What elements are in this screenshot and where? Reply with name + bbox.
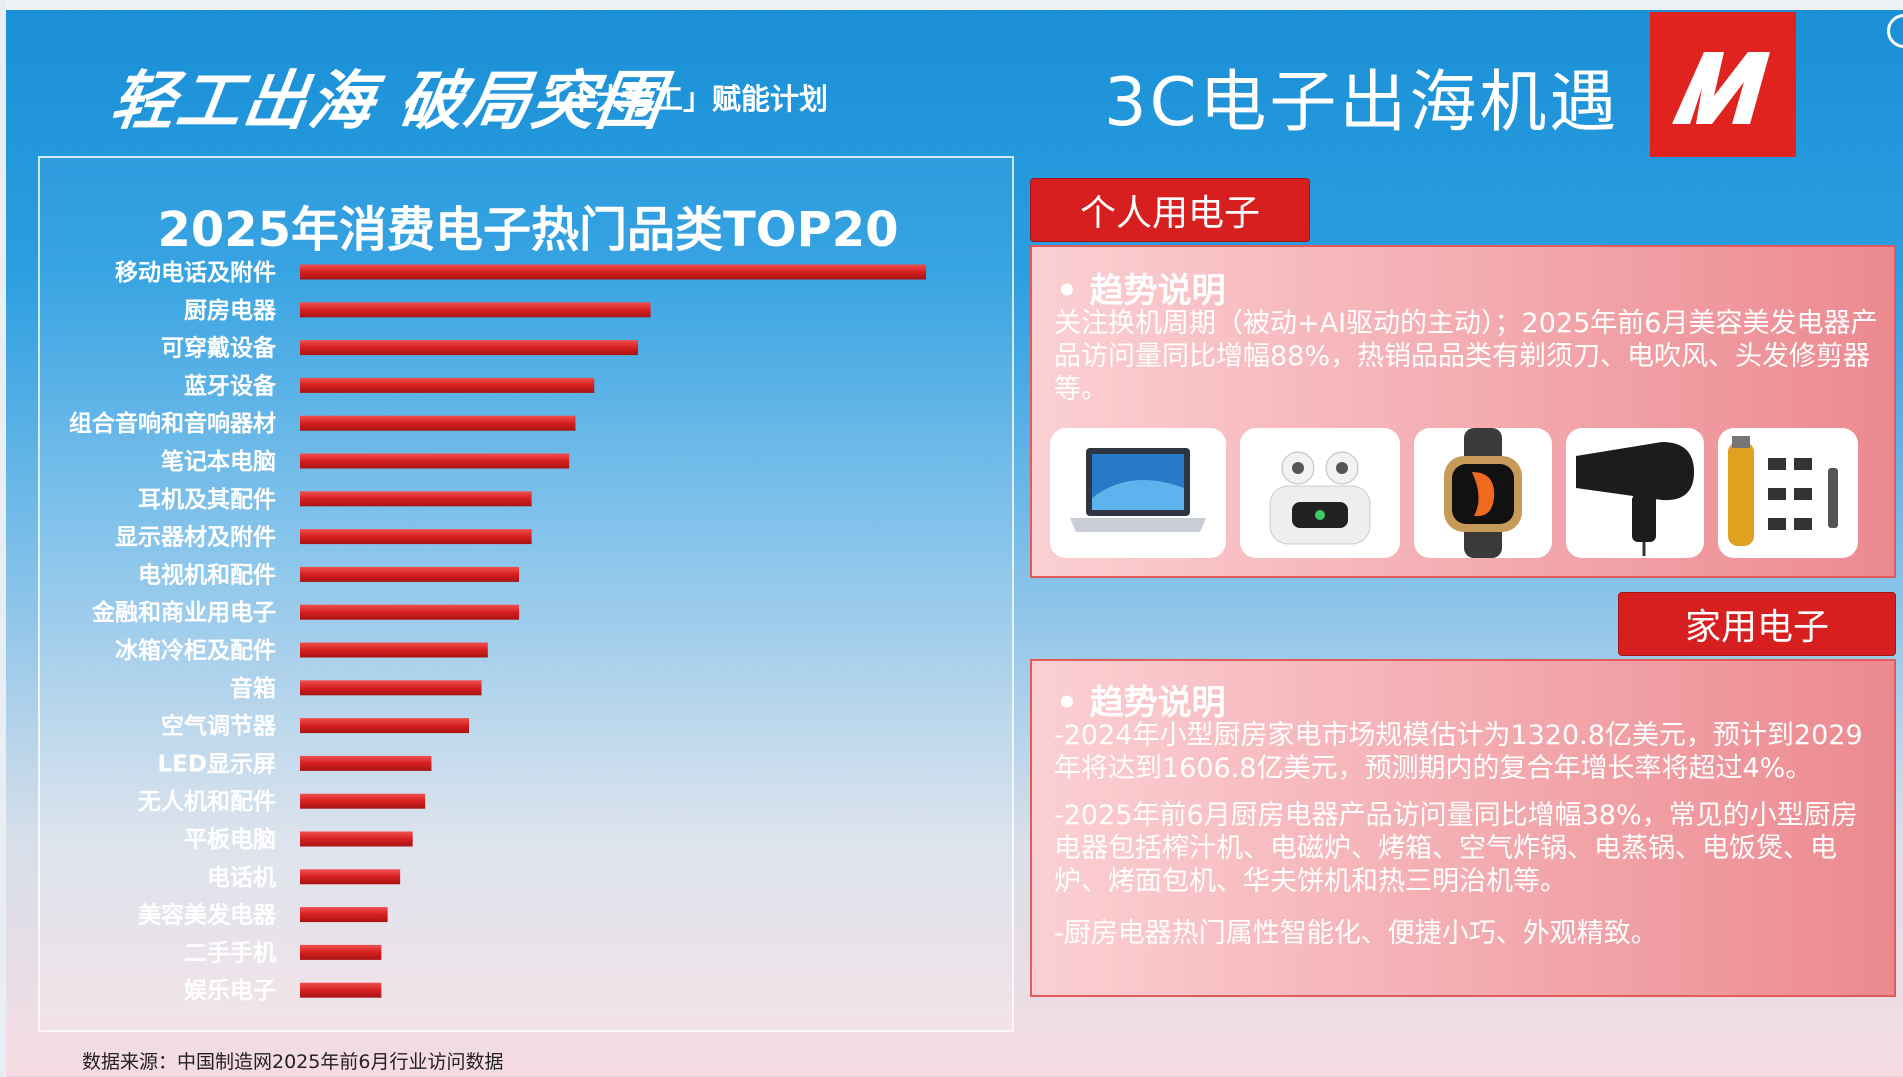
corner-circle-icon	[1887, 14, 1903, 48]
trend-paragraph-1: -2024年小型厨房家电市场规模估计为1320.8亿美元，预计到2029年将达到…	[1054, 720, 1863, 784]
bar	[300, 340, 639, 356]
bar	[300, 755, 432, 771]
chart-panel: 2025年消费电子热门品类TOP20 移动电话及附件厨房电器可穿戴设备蓝牙设备组…	[38, 156, 1014, 1032]
made-in-china-logo	[1650, 12, 1796, 157]
hair-clipper-icon	[1718, 428, 1858, 558]
category-label: 笔记本电脑	[161, 448, 276, 475]
bar	[300, 982, 382, 998]
trend-paragraph-2: -2025年前6月厨房电器产品访问量同比增幅38%，常见的小型厨房电器包括榨汁机…	[1054, 800, 1858, 897]
category-label: 电视机和配件	[138, 561, 276, 588]
category-label: 显示器材及附件	[115, 524, 276, 551]
bar	[300, 642, 488, 658]
top-strip	[0, 0, 1903, 10]
bar	[300, 302, 651, 318]
left-edge	[0, 0, 6, 1077]
category-label: 可穿戴设备	[161, 335, 277, 362]
laptop-icon	[1050, 428, 1226, 558]
bar	[300, 604, 520, 620]
trend-heading: • 趋势说明	[1056, 683, 1226, 723]
category-label: 音箱	[230, 675, 276, 702]
category-label: 电话机	[207, 865, 276, 891]
bar	[300, 793, 426, 809]
category-label: 娱乐电子	[184, 978, 276, 1004]
category-label: 蓝牙设备	[184, 372, 277, 399]
bar	[300, 415, 576, 431]
hair-dryer-icon	[1566, 428, 1704, 558]
home-electronics-panel: • 趋势说明 -2024年小型厨房家电市场规模估计为1320.8亿美元，预计到2…	[1030, 659, 1896, 997]
category-label: 耳机及其配件	[138, 487, 276, 513]
bar	[300, 907, 388, 923]
smartwatch-icon	[1414, 428, 1552, 558]
category-label: LED显示屏	[158, 751, 276, 777]
bar-chart: 移动电话及附件厨房电器可穿戴设备蓝牙设备组合音响和音响器材笔记本电脑耳机及其配件…	[69, 259, 926, 1004]
bar	[300, 566, 520, 582]
category-label: 美容美发电器	[138, 902, 277, 929]
trend-paragraph-3: -厨房电器热门属性智能化、便捷小巧、外观精致。	[1054, 918, 1658, 949]
category-label: 二手手机	[184, 940, 276, 966]
subslogan: 「十大轻工」赋能计划	[538, 82, 829, 116]
bar	[300, 264, 926, 280]
bar	[300, 453, 570, 469]
personal-electronics-panel: • 趋势说明 关注换机周期（被动+AI驱动的主动）；2025年前6月美容美发电器…	[1030, 245, 1896, 578]
category-label: 无人机和配件	[138, 789, 276, 815]
bar	[300, 529, 532, 545]
category-label: 空气调节器	[161, 713, 277, 740]
bar	[300, 831, 413, 847]
bar	[300, 718, 470, 734]
category-label: 组合音响和音响器材	[69, 410, 276, 437]
data-source-note: 数据来源：中国制造网2025年前6月行业访问数据	[82, 1051, 504, 1073]
earbuds-icon	[1240, 428, 1400, 558]
category-label: 冰箱冷柜及配件	[115, 637, 276, 664]
bar	[300, 491, 532, 507]
category-label: 金融和商业用电子	[91, 599, 276, 626]
trend-heading: • 趋势说明	[1056, 271, 1226, 311]
bar	[300, 869, 401, 885]
bar	[300, 944, 382, 960]
category-label: 移动电话及附件	[115, 259, 276, 286]
tab-personal-electronics[interactable]: 个人用电子	[1030, 178, 1310, 242]
page-title: 3C电子出海机遇	[1104, 63, 1620, 141]
trend-text: 关注换机周期（被动+AI驱动的主动）；2025年前6月美容美发电器产品访问量同比…	[1054, 308, 1878, 405]
tab-home-electronics[interactable]: 家用电子	[1618, 592, 1896, 656]
bar	[300, 680, 482, 696]
chart-title: 2025年消费电子热门品类TOP20	[157, 202, 899, 258]
category-label: 平板电脑	[184, 826, 276, 853]
bar	[300, 377, 595, 393]
category-label: 厨房电器	[184, 297, 277, 324]
m-logo-icon	[1672, 52, 1770, 124]
